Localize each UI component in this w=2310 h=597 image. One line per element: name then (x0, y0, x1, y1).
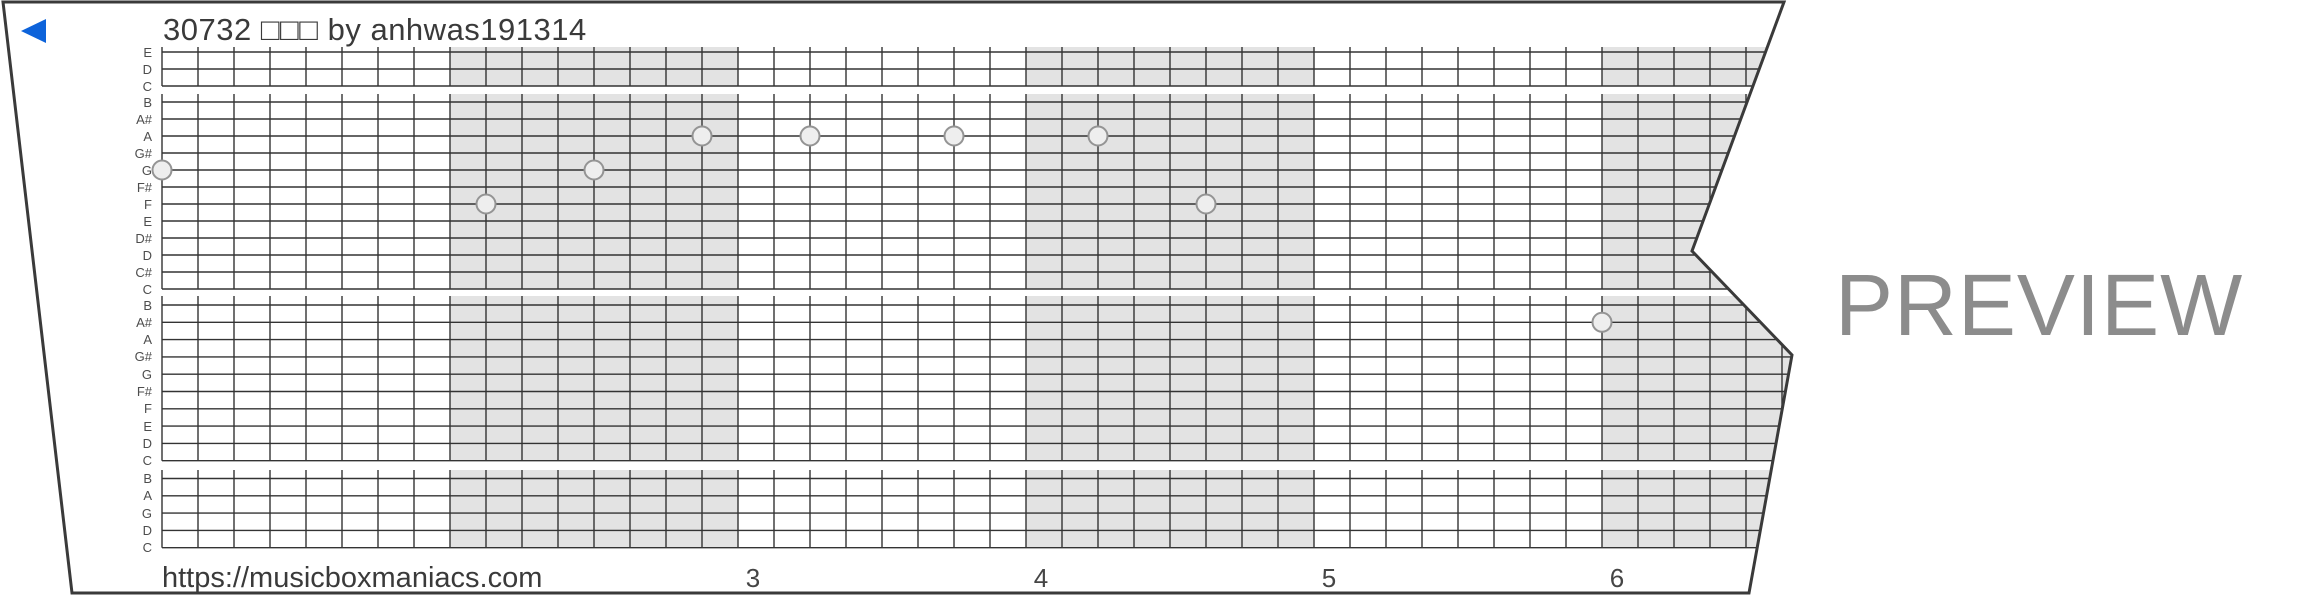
note-dot-g (583, 159, 605, 181)
site-url: https://musicboxmaniacs.com (162, 562, 543, 594)
note-label: C (142, 78, 152, 94)
measure-number: 6 (1609, 563, 1625, 593)
note-label: D# (135, 230, 152, 246)
note-label: D (142, 61, 152, 77)
note-dot-g (151, 159, 173, 181)
measure-number: 4 (1033, 563, 1049, 593)
note-label: F# (136, 384, 152, 399)
note-dot-a (1087, 125, 1109, 147)
note-label: B (143, 94, 152, 110)
note-label: A (143, 128, 152, 144)
note-dot-a (691, 125, 713, 147)
note-label: D (142, 522, 152, 538)
note-label: A (143, 488, 152, 504)
note-dot-a (943, 125, 965, 147)
note-label: G (141, 162, 152, 178)
strip-torn-edge-outline (1, 0, 1794, 595)
note-label: C (142, 540, 152, 556)
note-dot-as (1591, 311, 1613, 333)
back-button[interactable] (18, 14, 52, 46)
note-dot-f (1195, 193, 1217, 215)
note-label: G# (134, 145, 152, 161)
note-label: C (142, 281, 152, 297)
note-label: B (143, 297, 152, 313)
note-label: C (142, 453, 152, 469)
preview-watermark: PREVIEW (1835, 257, 2244, 354)
note-label: F (144, 401, 152, 417)
melody-title: 30732 □□□ by anhwas191314 (163, 12, 587, 47)
measure-number: 5 (1321, 563, 1337, 593)
note-label: G (141, 366, 152, 382)
note-label: E (143, 418, 152, 434)
note-label: D (142, 435, 152, 451)
note-dots (151, 125, 1613, 333)
note-label: F (144, 196, 152, 212)
note-label: A# (136, 314, 152, 330)
note-dot-f (475, 193, 497, 215)
note-label: E (143, 44, 152, 60)
note-label: A (143, 332, 152, 348)
note-label: F# (136, 179, 152, 195)
note-label: G# (134, 349, 152, 365)
note-label: D (142, 247, 152, 263)
note-dot-a (799, 125, 821, 147)
note-label: E (143, 213, 152, 229)
back-triangle-icon (21, 19, 46, 43)
note-label: C# (135, 264, 152, 280)
note-label: A# (136, 111, 152, 127)
note-label: G (141, 505, 152, 521)
measure-number: 3 (745, 563, 761, 593)
note-label: B (143, 471, 152, 486)
grid-lines (161, 47, 1792, 549)
